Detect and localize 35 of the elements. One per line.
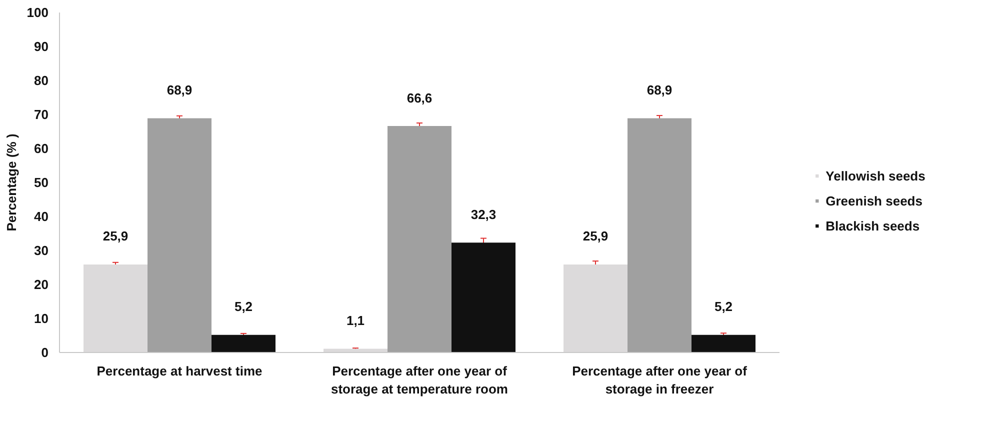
bar (84, 264, 148, 352)
bar (212, 334, 276, 352)
bar (628, 118, 692, 352)
data-label: 68,9 (646, 82, 672, 98)
bar (452, 242, 516, 352)
y-tick-label: 90 (34, 39, 49, 54)
data-label: 25,9 (582, 228, 608, 244)
y-tick-label: 60 (34, 141, 49, 156)
x-tick-label: Percentage after one year of storage in freezer (572, 364, 748, 396)
data-label: 25,9 (102, 228, 128, 244)
y-tick-label: 70 (34, 107, 49, 122)
data-label: 1,1 (346, 312, 365, 328)
data-label: 5,2 (714, 299, 733, 314)
data-label: 66,6 (406, 90, 432, 106)
y-tick-label: 0 (41, 345, 49, 360)
y-tick-label: 100 (26, 5, 49, 20)
bar (564, 264, 628, 352)
x-tick-label: Percentage at harvest time (96, 364, 262, 378)
bar (388, 126, 452, 352)
legend-label: Greenish seeds (826, 193, 922, 208)
data-label: 68,9 (166, 82, 192, 98)
legend-label: Blackish seeds (826, 218, 920, 233)
bar (692, 334, 756, 352)
data-label: 32,3 (470, 206, 496, 222)
y-tick-label: 80 (34, 73, 49, 88)
y-axis-title: Percentage (% ) (4, 134, 19, 232)
data-label: 5,2 (234, 299, 253, 314)
y-tick-label: 30 (34, 243, 49, 258)
legend-label: Yellowish seeds (826, 168, 926, 183)
y-tick-label: 50 (34, 175, 49, 190)
bar (148, 118, 212, 352)
y-tick-label: 40 (34, 209, 49, 224)
x-tick-label: Percentage after one year of storage at temperature room (331, 364, 508, 396)
y-tick-label: 20 (34, 277, 49, 292)
y-tick-label: 10 (34, 311, 49, 326)
